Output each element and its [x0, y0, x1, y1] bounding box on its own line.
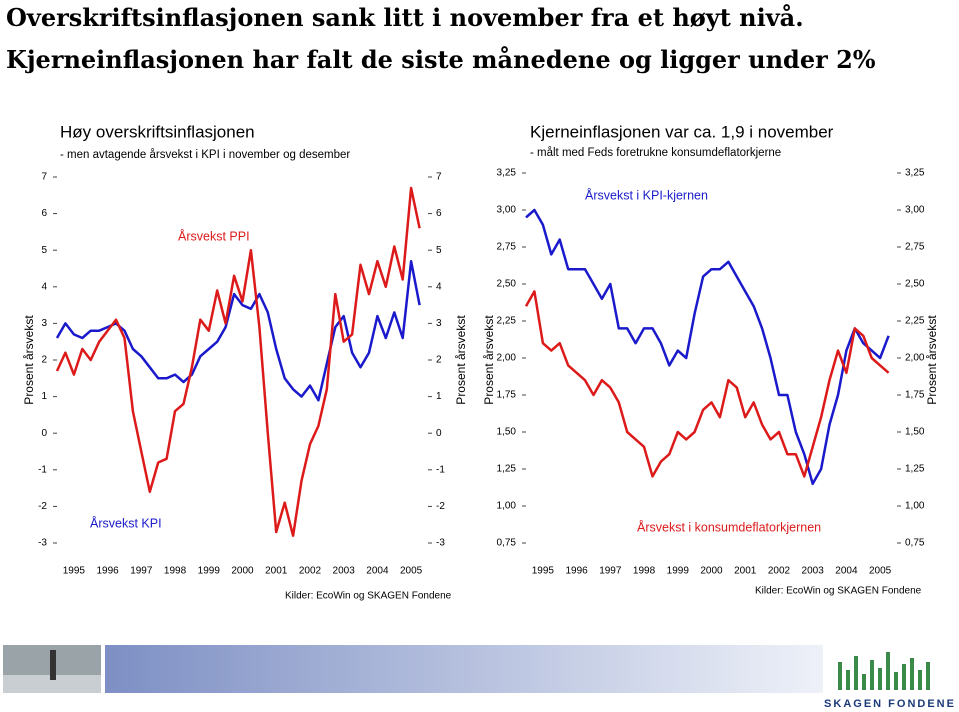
- y2-tick-label: 1,00: [905, 501, 925, 512]
- y2-tick-label: -1: [436, 464, 445, 475]
- y2-tick-label: 2,50: [905, 279, 925, 290]
- series-line: [524, 290, 890, 478]
- y2-tick-label: 5: [436, 245, 442, 256]
- y2-tick-label: 1: [436, 391, 442, 402]
- y2-tick-label: 1,50: [905, 427, 925, 438]
- x-tick-label: 2004: [835, 566, 858, 577]
- x-tick-label: 2001: [265, 566, 288, 577]
- y2-tick-label: 2,00: [905, 353, 925, 364]
- lighthouse: [50, 650, 56, 680]
- x-tick-label: 1995: [532, 566, 555, 577]
- y2-axis-label: Prosent årsvekst: [454, 315, 468, 405]
- annotation: Årsvekst i konsumdeflatorkjernen: [637, 519, 821, 534]
- y-tick-label: 2,50: [497, 279, 517, 290]
- y2-tick-label: 2,25: [905, 316, 925, 327]
- x-tick-label: 2003: [802, 566, 825, 577]
- y-tick-label: 3,25: [497, 168, 517, 179]
- y2-tick-label: -3: [436, 538, 445, 549]
- y2-tick-label: 6: [436, 208, 442, 219]
- x-tick-label: 1996: [96, 566, 119, 577]
- series-line: [525, 208, 890, 486]
- y-tick-label: 7: [41, 172, 47, 183]
- x-tick-label: 1999: [198, 566, 221, 577]
- y2-tick-label: 3: [436, 318, 442, 329]
- y-tick-label: 2,25: [497, 316, 517, 327]
- logo-text: SKAGEN FONDENE: [824, 698, 956, 710]
- y-tick-label: 1: [41, 391, 47, 402]
- headline: Overskriftsinflasjonen sank litt i novem…: [6, 3, 804, 32]
- y-tick-label: 6: [41, 208, 47, 219]
- y2-tick-label: 7: [436, 172, 442, 183]
- y2-tick-label: 1,75: [905, 390, 925, 401]
- x-tick-label: 1996: [565, 566, 588, 577]
- y-tick-label: 3,00: [497, 205, 517, 216]
- x-tick-label: 1997: [599, 566, 622, 577]
- x-tick-label: 2000: [700, 566, 723, 577]
- y-tick-label: 2,00: [497, 353, 517, 364]
- chart-subtitle: - målt med Feds foretrukne konsumdeflato…: [530, 147, 781, 159]
- y-tick-label: 2: [41, 355, 47, 366]
- y-tick-label: 1,25: [497, 464, 517, 475]
- y-tick-label: 3: [41, 318, 47, 329]
- x-tick-label: 1998: [164, 566, 187, 577]
- y2-tick-label: 3,00: [905, 205, 925, 216]
- x-tick-label: 1999: [667, 566, 690, 577]
- headline: Kjerneinflasjonen har falt de siste måne…: [6, 45, 876, 74]
- y-tick-label: 0,75: [497, 538, 517, 549]
- y2-tick-label: 3,25: [905, 168, 925, 179]
- y-tick-label: 5: [41, 245, 47, 256]
- x-tick-label: 2005: [400, 566, 423, 577]
- footer-bar: [105, 645, 823, 693]
- annotation: Årsvekst KPI: [90, 515, 162, 530]
- y-tick-label: 1,75: [497, 390, 517, 401]
- y-tick-label: 4: [41, 281, 47, 292]
- series-line: [55, 186, 421, 537]
- x-tick-label: 2003: [333, 566, 356, 577]
- x-tick-label: 2004: [366, 566, 389, 577]
- y2-tick-label: 4: [436, 281, 442, 292]
- chart-subtitle: - men avtagende årsvekst i KPI i novembe…: [60, 149, 350, 161]
- x-tick-label: 2000: [231, 566, 254, 577]
- y-axis-label: Prosent årsvekst: [482, 315, 496, 405]
- y-tick-label: 0: [41, 428, 47, 439]
- x-tick-label: 1997: [130, 566, 153, 577]
- y2-tick-label: 2: [436, 355, 442, 366]
- y-axis-label: Prosent årsvekst: [22, 315, 36, 405]
- logo-bars: [838, 652, 930, 690]
- x-tick-label: 1995: [63, 566, 86, 577]
- y-tick-label: -3: [38, 538, 47, 549]
- annotation: Årsvekst i KPI-kjernen: [585, 187, 708, 202]
- x-tick-label: 2005: [869, 566, 892, 577]
- x-tick-label: 1998: [633, 566, 656, 577]
- x-tick-label: 2001: [734, 566, 757, 577]
- annotation: Årsvekst PPI: [178, 228, 250, 243]
- chart-title: Kjerneinflasjonen var ca. 1,9 i november: [530, 122, 834, 141]
- x-tick-label: 2002: [299, 566, 322, 577]
- source: Kilder: EcoWin og SKAGEN Fondene: [755, 586, 922, 597]
- y2-tick-label: -2: [436, 501, 445, 512]
- source: Kilder: EcoWin og SKAGEN Fondene: [285, 591, 452, 602]
- y-tick-label: -2: [38, 501, 47, 512]
- y2-tick-label: 1,25: [905, 464, 925, 475]
- y2-axis-label: Prosent årsvekst: [925, 315, 939, 405]
- y-tick-label: 2,75: [497, 242, 517, 253]
- y2-tick-label: 2,75: [905, 242, 925, 253]
- y2-tick-label: 0: [436, 428, 442, 439]
- y2-tick-label: 0,75: [905, 538, 925, 549]
- y-tick-label: -1: [38, 464, 47, 475]
- chart-title: Høy overskriftsinflasjonen: [60, 122, 255, 141]
- x-tick-label: 2002: [768, 566, 791, 577]
- photo-sea: [3, 675, 101, 693]
- y-tick-label: 1,00: [497, 501, 517, 512]
- y-tick-label: 1,50: [497, 427, 517, 438]
